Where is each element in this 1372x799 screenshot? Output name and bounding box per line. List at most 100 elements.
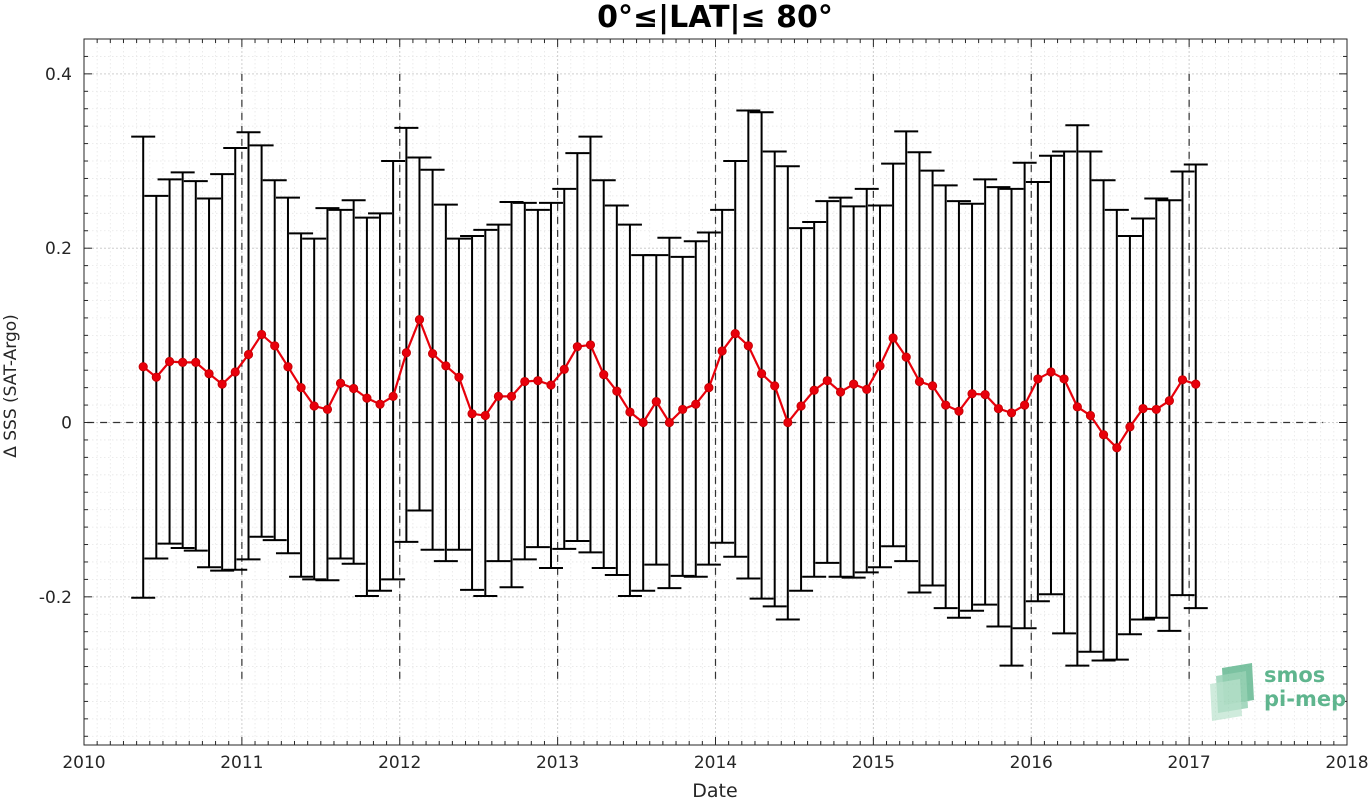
mean-point [625, 407, 635, 417]
mean-point [257, 329, 267, 340]
mean-point [941, 400, 951, 410]
mean-point [270, 341, 280, 351]
mean-point [730, 328, 740, 339]
mean-point [178, 357, 188, 367]
mean-point [546, 380, 556, 390]
mean-point [717, 346, 727, 356]
mean-point [427, 349, 438, 359]
x-tick-label: 2012 [378, 753, 421, 773]
mean-point [296, 383, 306, 393]
mean-point [743, 341, 753, 351]
y-tick-label: 0 [61, 414, 72, 434]
mean-point [1098, 430, 1109, 440]
mean-point [362, 393, 372, 403]
mean-point [1151, 404, 1161, 415]
y-axis-label: Δ SSS (SAT-Argo) [1, 314, 21, 458]
mean-point [191, 357, 201, 367]
x-tick-label: 2015 [852, 753, 895, 773]
mean-point [678, 404, 688, 415]
mean-point [1085, 410, 1096, 421]
mean-point [1033, 374, 1043, 384]
mean-point [559, 364, 569, 374]
x-tick-label: 2017 [1167, 753, 1210, 773]
mean-point [756, 369, 767, 379]
logo-mark-icon [1210, 663, 1254, 721]
logo-line-1: smos [1264, 663, 1325, 687]
mean-point [151, 372, 161, 382]
mean-point [138, 362, 148, 372]
mean-point [1191, 379, 1201, 389]
mean-point [1006, 408, 1017, 418]
mean-point [927, 381, 938, 391]
x-tick-label: 2016 [1010, 753, 1053, 773]
mean-point [230, 367, 240, 377]
mean-point [243, 349, 254, 360]
mean-point [164, 356, 175, 367]
ticks: 2010 2011 2012 2013 2014 2015 2016 2017 2018 -0.2… [39, 38, 1369, 773]
mean-point [651, 396, 661, 407]
x-tick-label: 2010 [62, 753, 105, 773]
mean-point [1112, 443, 1122, 453]
mean-point [1059, 374, 1069, 384]
mean-point [401, 348, 411, 358]
mean-point [506, 391, 517, 401]
mean-point [1072, 402, 1082, 412]
mean-point [480, 410, 490, 421]
mean-point [704, 383, 714, 393]
mean-point [1138, 403, 1148, 414]
mean-point [980, 390, 990, 400]
x-axis-label: Date [692, 780, 737, 799]
mean-point [809, 385, 819, 395]
mean-point [454, 372, 464, 382]
mean-point [520, 376, 530, 387]
mean-point [1164, 396, 1174, 406]
mean-point [309, 401, 319, 411]
mean-point [822, 376, 832, 386]
mean-point [849, 379, 859, 389]
mean-point [322, 404, 333, 415]
smos-pi-mep-logo: smos pi-mep [1210, 663, 1346, 721]
mean-point [572, 342, 582, 352]
mean-point [585, 340, 596, 350]
mean-point [664, 417, 675, 428]
mean-point [888, 333, 898, 343]
mean-point [493, 391, 504, 401]
mean-point [875, 361, 885, 371]
mean-point [1125, 422, 1135, 432]
mean-point [967, 389, 977, 399]
mean-point [612, 386, 622, 396]
mean-point [533, 376, 543, 386]
logo-line-2: pi-mep [1264, 687, 1346, 711]
mean-point [414, 315, 425, 325]
mean-point [204, 369, 214, 379]
mean-point [599, 369, 609, 380]
mean-point [283, 362, 293, 372]
y-tick-label: 0.2 [45, 239, 72, 259]
mean-point [638, 417, 648, 428]
mean-point [349, 383, 359, 394]
x-tick-label: 2013 [536, 753, 579, 773]
mean-point [1020, 400, 1030, 410]
x-tick-label: 2011 [220, 753, 263, 773]
mean-point [1046, 367, 1056, 377]
y-tick-label: 0.4 [45, 65, 72, 85]
mean-point [217, 379, 227, 389]
mean-point [467, 409, 477, 419]
mean-point [796, 401, 806, 411]
mean-point [388, 391, 398, 401]
x-tick-label: 2014 [694, 753, 737, 773]
x-tick-label: 2018 [1325, 753, 1368, 773]
mean-point [835, 387, 846, 397]
mean-point [335, 378, 346, 388]
mean-point [770, 381, 780, 391]
mean-point [691, 399, 701, 409]
mean-point [914, 376, 925, 387]
y-tick-label: -0.2 [39, 588, 72, 608]
mean-point [441, 361, 451, 371]
mean-point [954, 406, 964, 416]
mean-point [901, 352, 911, 362]
mean-point [375, 399, 385, 409]
mean-point [862, 384, 872, 394]
mean-point [783, 417, 793, 428]
